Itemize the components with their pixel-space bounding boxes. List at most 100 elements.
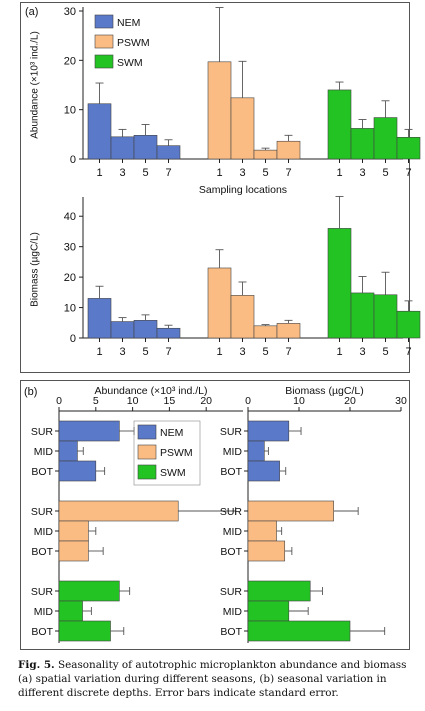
panel-label-a: (a) <box>25 6 38 18</box>
x-tick-label: 3 <box>119 346 125 358</box>
bar-nem <box>133 320 158 339</box>
legend-label-swm: SWM <box>160 467 186 479</box>
y-tick-label: SUR <box>31 586 54 598</box>
x-tick-label: 7 <box>165 346 171 358</box>
y-tick-label: SUR <box>31 426 54 438</box>
caption-fig-label: Fig. 5. <box>18 659 55 671</box>
y-tick-label: 20 <box>64 272 76 284</box>
x-tick-label: 5 <box>262 346 268 358</box>
y-tick-label: 30 <box>64 6 76 18</box>
bar-nem <box>156 145 181 160</box>
x-tick-label: 15 <box>164 395 176 407</box>
bar-nem <box>87 103 112 160</box>
y-tick-label: SUR <box>220 506 243 518</box>
x-tick-label: 7 <box>165 167 171 179</box>
legend-swatch-pswm <box>94 34 114 49</box>
x-tick-label: 30 <box>395 395 407 407</box>
bar-nem <box>58 420 120 442</box>
y-tick-label: BOT <box>31 626 53 638</box>
x-tick-label: 10 <box>127 395 139 407</box>
bar-nem <box>110 136 135 160</box>
bar-pswm <box>58 540 89 562</box>
caption-text: Seasonality of autotrophic microplankton… <box>18 659 407 699</box>
bar-pswm <box>276 140 301 160</box>
bar-pswm <box>207 267 232 339</box>
legend-label-nem: NEM <box>117 17 140 29</box>
y-tick-label: 0 <box>70 333 76 345</box>
panel-label-b: (b) <box>24 386 37 398</box>
x-axis-label: Sampling locations <box>199 184 287 196</box>
y-tick-label: SUR <box>220 426 243 438</box>
bar-swm <box>247 620 351 642</box>
x-tick-label: 10 <box>293 395 305 407</box>
x-tick-label: 7 <box>285 167 291 179</box>
y-tick-label: BOT <box>220 626 242 638</box>
bar-pswm <box>247 520 277 542</box>
bar-nem <box>133 135 158 160</box>
bar-swm <box>58 600 83 622</box>
y-tick-label: MID <box>34 606 54 618</box>
x-tick-label: 3 <box>359 346 365 358</box>
x-axis-label: Biomass (µgC/L) <box>285 385 363 397</box>
x-tick-label: 1 <box>336 346 342 358</box>
bar-swm <box>373 294 398 339</box>
bar-pswm <box>247 540 286 562</box>
legend-label-pswm: PSWM <box>117 37 150 49</box>
y-tick-label: 40 <box>64 211 76 223</box>
y-tick-label: BOT <box>220 546 242 558</box>
y-tick-label: 20 <box>64 55 76 67</box>
y-tick-label: MID <box>34 446 54 458</box>
panel-b: (b) 0 5 10 15 20 Abundance (×10³ ind./L) SUR MID… <box>20 380 410 650</box>
y-tick-label: BOT <box>220 466 242 478</box>
x-axis-label: Abundance (×10³ ind./L) <box>95 385 208 397</box>
x-tick-label: 20 <box>200 395 212 407</box>
bar-pswm <box>247 500 334 522</box>
bar-pswm <box>207 61 232 160</box>
x-tick-label: 5 <box>142 346 148 358</box>
x-tick-label: 1 <box>336 167 342 179</box>
legend-swatch-swm <box>137 464 157 480</box>
x-tick-label: 7 <box>285 346 291 358</box>
x-tick-label: 0 <box>245 395 251 407</box>
bar-swm <box>396 136 421 160</box>
x-tick-label: 3 <box>239 346 245 358</box>
bar-swm <box>327 228 352 339</box>
y-tick-label: 0 <box>70 154 76 166</box>
bar-pswm <box>253 325 278 339</box>
bar-pswm <box>230 295 255 339</box>
bar-swm <box>350 128 375 160</box>
bar-swm <box>58 580 120 602</box>
x-tick-label: 5 <box>93 395 99 407</box>
x-tick-label: 1 <box>96 167 102 179</box>
y-tick-label: 10 <box>64 105 76 117</box>
y-axis-label: Abundance (×10³ ind./L) <box>30 31 41 139</box>
x-tick-label: 1 <box>216 167 222 179</box>
x-tick-label: 20 <box>344 395 356 407</box>
legend-swatch-swm <box>94 54 114 69</box>
bar-swm <box>58 620 111 642</box>
panel-a: (a) 0 10 20 30 Abundance (×10³ ind./L) 1 3 5 7 1 3 5… <box>20 2 421 373</box>
bar-nem <box>58 440 78 462</box>
x-tick-label: 5 <box>142 167 148 179</box>
x-tick-label: 1 <box>96 346 102 358</box>
x-tick-label: 1 <box>216 346 222 358</box>
y-tick-label: BOT <box>31 466 53 478</box>
x-tick-label: 0 <box>56 395 62 407</box>
y-tick-label: BOT <box>31 546 53 558</box>
figure-caption: Fig. 5. Seasonality of autotrophic micro… <box>18 658 410 700</box>
x-tick-label: 5 <box>382 346 388 358</box>
bar-swm <box>247 600 290 622</box>
bar-pswm <box>276 323 301 339</box>
bar-swm <box>247 580 311 602</box>
x-tick-label: 3 <box>119 167 125 179</box>
legend-label-nem: NEM <box>160 427 183 439</box>
x-tick-label: 5 <box>262 167 268 179</box>
y-tick-label: 10 <box>64 303 76 315</box>
legend-label-swm: SWM <box>117 57 143 69</box>
y-axis-label: Biomass (µgC/L) <box>30 232 41 307</box>
x-tick-label: 5 <box>382 167 388 179</box>
y-tick-label: MID <box>223 446 243 458</box>
y-tick-label: MID <box>223 606 243 618</box>
bar-pswm <box>58 520 89 542</box>
y-tick-label: 30 <box>64 242 76 254</box>
